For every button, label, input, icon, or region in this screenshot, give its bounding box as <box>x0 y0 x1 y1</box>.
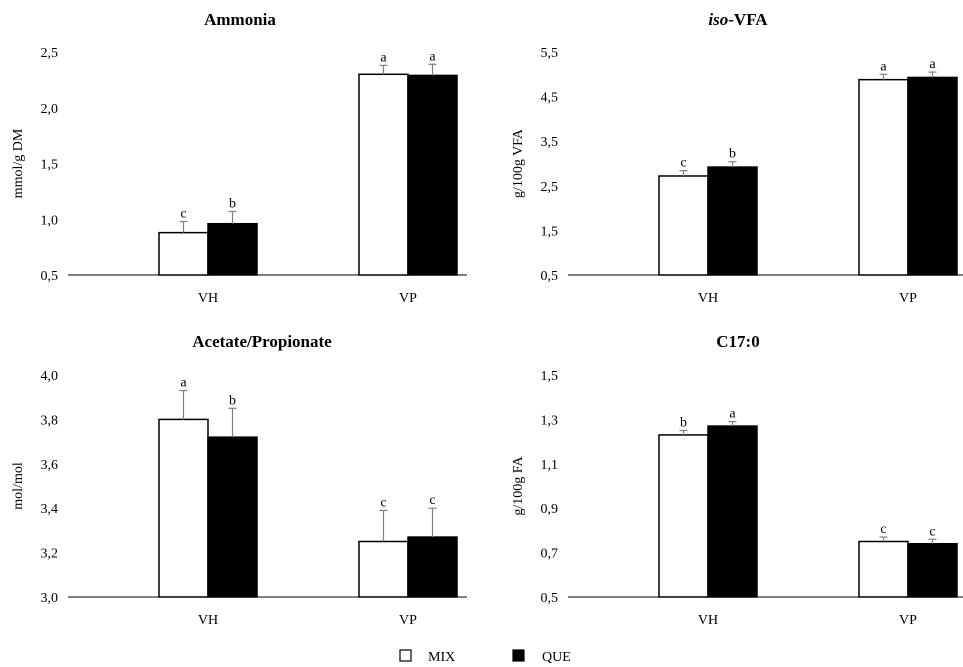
significance-letter: a <box>880 59 887 74</box>
y-tick-label: 3,8 <box>41 413 59 428</box>
significance-letter: b <box>229 196 236 211</box>
bar-que-vh <box>707 166 758 276</box>
legend-label-que: QUE <box>542 650 571 665</box>
chart-panel-1: Ammonia mmol/g DM 0,5 1,0 1,5 2,0 2,5 c b VH a a VP <box>11 10 467 306</box>
x-category-label: VH <box>698 613 718 628</box>
chart-panel-4: C17:0 g/100g FA 0,5 0,7 0,9 1,1 1,3 1,5 b a VH c c VP <box>511 332 963 628</box>
y-axis-label: mol/mol <box>11 462 26 510</box>
bar-mix-vp <box>858 540 909 598</box>
y-tick-label: 2,0 <box>41 102 59 117</box>
chart-panel-2: iso-VFA g/100g VFA 0,5 1,5 2,5 3,5 4,5 5,5 c b VH a… <box>511 10 963 306</box>
y-tick-label: 1,5 <box>541 224 559 239</box>
y-tick-label: 2,5 <box>41 46 59 61</box>
bar-que-vp <box>407 536 458 598</box>
legend-swatch-mix <box>399 649 412 662</box>
bar-que-vp <box>907 542 958 598</box>
significance-letter: c <box>880 522 886 537</box>
bar-que-vp <box>407 74 458 276</box>
y-tick-label: 0,5 <box>41 269 59 284</box>
significance-letter: c <box>180 206 186 221</box>
y-tick-label: 3,6 <box>41 458 59 473</box>
chart-title: C17:0 <box>716 332 759 351</box>
bar-mix-vh <box>658 175 709 276</box>
y-tick-label: 5,5 <box>541 46 559 61</box>
x-category-label: VP <box>899 291 917 306</box>
y-axis-label: g/100g VFA <box>511 128 526 198</box>
bar-que-vp <box>907 76 958 276</box>
significance-letter: a <box>429 49 436 64</box>
y-axis-label: mmol/g DM <box>11 128 26 198</box>
bar-que-vh <box>207 436 258 598</box>
y-tick-label: 3,2 <box>41 547 59 562</box>
y-tick-label: 1,5 <box>541 369 559 384</box>
y-tick-label: 4,0 <box>41 369 59 384</box>
x-category-label: VH <box>198 613 218 628</box>
significance-letter: a <box>380 50 387 65</box>
bar-mix-vp <box>358 73 409 276</box>
chart-panel-3: Acetate/Propionate mol/mol 3,0 3,2 3,4 3,6 3,8… <box>11 332 467 628</box>
significance-letter: b <box>729 147 736 162</box>
significance-letter: a <box>729 407 736 422</box>
x-category-label: VH <box>698 291 718 306</box>
y-tick-label: 1,3 <box>541 413 559 428</box>
bar-que-vh <box>707 425 758 598</box>
significance-letter: b <box>229 393 236 408</box>
y-tick-label: 1,0 <box>41 213 59 228</box>
x-category-label: VP <box>399 291 417 306</box>
x-category-label: VP <box>399 613 417 628</box>
chart-title: iso-VFA <box>708 10 768 29</box>
y-tick-label: 0,5 <box>541 269 559 284</box>
y-tick-label: 0,9 <box>541 502 559 517</box>
chart-title: Ammonia <box>204 10 276 29</box>
bar-mix-vp <box>858 78 909 276</box>
x-category-label: VP <box>899 613 917 628</box>
significance-letter: a <box>929 57 936 72</box>
legend-label-mix: MIX <box>428 650 455 665</box>
bar-que-vh <box>207 222 258 276</box>
significance-letter: c <box>380 495 386 510</box>
legend-swatch-que <box>512 649 525 662</box>
significance-letter: a <box>180 376 187 391</box>
y-tick-label: 2,5 <box>541 180 559 195</box>
bar-mix-vp <box>358 540 409 598</box>
significance-letter: c <box>429 493 435 508</box>
y-tick-label: 0,7 <box>541 547 559 562</box>
y-tick-label: 3,4 <box>41 502 59 517</box>
y-tick-label: 4,5 <box>541 91 559 106</box>
y-axis-label: g/100g FA <box>511 455 526 515</box>
y-tick-label: 3,0 <box>41 591 59 606</box>
chart-title: Acetate/Propionate <box>192 332 332 351</box>
significance-letter: c <box>929 524 935 539</box>
y-tick-label: 0,5 <box>541 591 559 606</box>
significance-letter: c <box>680 156 686 171</box>
bar-mix-vh <box>158 231 209 276</box>
bar-mix-vh <box>658 434 709 598</box>
x-category-label: VH <box>198 291 218 306</box>
legend: MIX QUE <box>399 649 571 665</box>
bar-mix-vh <box>158 418 209 598</box>
significance-letter: b <box>680 416 687 431</box>
y-tick-label: 3,5 <box>541 135 559 150</box>
y-tick-label: 1,1 <box>541 458 559 473</box>
y-tick-label: 1,5 <box>41 158 59 173</box>
